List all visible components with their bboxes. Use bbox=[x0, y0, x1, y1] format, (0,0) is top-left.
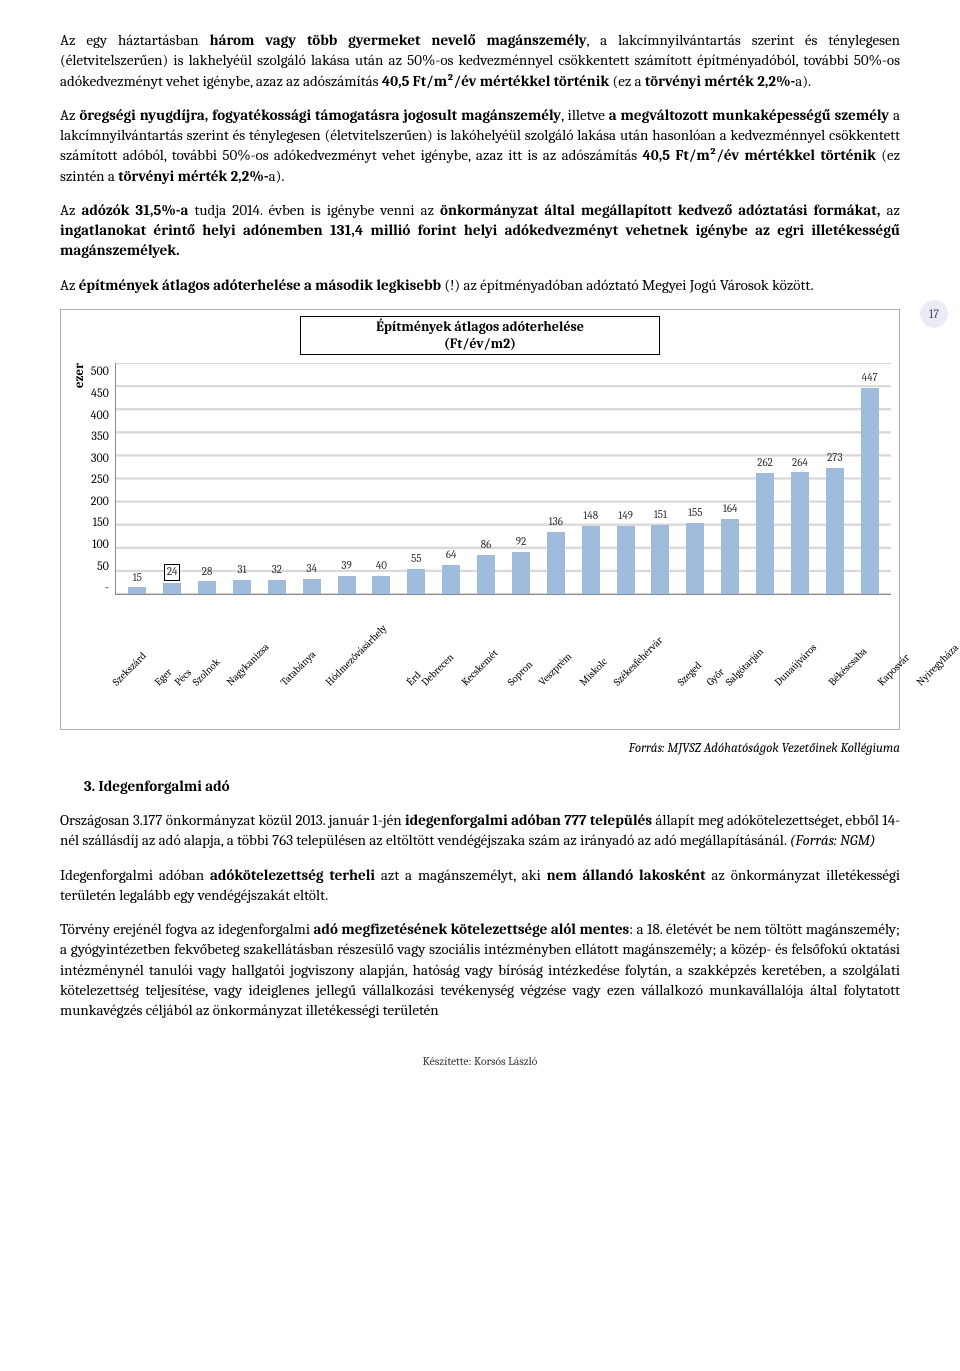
chart-bar: 28 bbox=[190, 363, 225, 594]
page-footer: Készítette: Korsós László bbox=[60, 1054, 900, 1070]
chart-bar-value: 447 bbox=[862, 371, 878, 386]
chart-bar: 164 bbox=[713, 363, 748, 594]
chart-bar-value: 34 bbox=[306, 562, 316, 577]
chart-bar-value: 40 bbox=[376, 559, 387, 574]
chart-y-tick: 50 bbox=[97, 558, 109, 574]
chart-bar-value: 39 bbox=[341, 559, 351, 574]
chart-y-tick: 450 bbox=[91, 385, 109, 401]
chart-bar: 40 bbox=[364, 363, 399, 594]
chart-y-tick: 400 bbox=[91, 407, 109, 423]
chart-bar-value: 148 bbox=[583, 509, 598, 524]
chart-bar-value: 32 bbox=[272, 563, 282, 578]
chart-bar: 148 bbox=[573, 363, 608, 594]
chart-y-axis-label: ezer bbox=[69, 363, 91, 388]
chart-bar: 86 bbox=[469, 363, 504, 594]
chart-bar: 64 bbox=[434, 363, 469, 594]
chart-bar: 39 bbox=[329, 363, 364, 594]
paragraph-1: Az egy háztartásban három vagy több gyer… bbox=[60, 30, 900, 91]
chart-bar-value: 64 bbox=[446, 548, 457, 563]
chart-bar: 34 bbox=[294, 363, 329, 594]
paragraph-4: Az építmények átlagos adóterhelése a más… bbox=[60, 275, 900, 295]
chart-bar: 24 bbox=[155, 363, 190, 594]
chart-bar-value: 155 bbox=[688, 506, 702, 521]
chart-bar-value: 151 bbox=[654, 508, 667, 523]
paragraph-3: Az adózók 31,5%-a tudja 2014. évben is i… bbox=[60, 200, 900, 261]
chart-bar: 264 bbox=[782, 363, 817, 594]
chart-bar: 151 bbox=[643, 363, 678, 594]
paragraph-2: Az öregségi nyugdíjra, fogyatékossági tá… bbox=[60, 105, 900, 186]
chart-y-axis: 500 450 400 350 300 250 200 150 100 50 - bbox=[91, 363, 115, 595]
chart-y-tick: - bbox=[105, 579, 109, 595]
chart-y-tick: 300 bbox=[91, 450, 109, 466]
chart-bar: 273 bbox=[817, 363, 852, 594]
chart-bar: 155 bbox=[678, 363, 713, 594]
chart-bar-value: 273 bbox=[827, 451, 842, 466]
paragraph-6: Idegenforgalmi adóban adókötelezettség t… bbox=[60, 865, 900, 906]
chart-bar-value: 15 bbox=[133, 571, 142, 586]
paragraph-5: Országosan 3.177 önkormányzat közül 2013… bbox=[60, 810, 900, 851]
chart-bar: 136 bbox=[538, 363, 573, 594]
chart-bar: 32 bbox=[259, 363, 294, 594]
chart-bar-value: 262 bbox=[757, 456, 773, 471]
chart-bar: 15 bbox=[120, 363, 155, 594]
paragraph-7: Törvény erejénél fogva az idegenforgalmi… bbox=[60, 919, 900, 1020]
chart-bar-value: 28 bbox=[202, 565, 213, 580]
chart-y-tick: 500 bbox=[91, 363, 109, 379]
chart-y-tick: 250 bbox=[91, 471, 109, 487]
chart-bar: 31 bbox=[224, 363, 259, 594]
bar-chart: Építmények átlagos adóterhelése (Ft/év/m… bbox=[60, 309, 900, 731]
chart-bar-value: 31 bbox=[237, 563, 246, 578]
chart-y-tick: 100 bbox=[92, 536, 109, 552]
chart-bar-value: 24 bbox=[164, 564, 181, 581]
chart-bar: 262 bbox=[748, 363, 783, 594]
chart-title: Építmények átlagos adóterhelése (Ft/év/m… bbox=[300, 316, 660, 356]
chart-bar-value: 86 bbox=[481, 538, 492, 553]
chart-bar-value: 164 bbox=[723, 502, 738, 517]
chart-bar-value: 55 bbox=[411, 552, 421, 567]
chart-bar-value: 92 bbox=[516, 535, 526, 550]
chart-plot-area: 15 24 28 31 32 34 39 40 55 64 86 92 136 148 149 151 155 1… bbox=[115, 363, 891, 595]
chart-y-tick: 200 bbox=[91, 493, 109, 509]
chart-bar: 447 bbox=[852, 363, 887, 594]
chart-bar-value: 149 bbox=[618, 509, 633, 524]
section-heading: 3. Idegenforgalmi adó bbox=[84, 776, 900, 796]
chart-bar-value: 264 bbox=[792, 456, 808, 471]
chart-y-tick: 150 bbox=[93, 514, 109, 530]
chart-y-tick: 350 bbox=[91, 428, 108, 444]
chart-bar: 55 bbox=[399, 363, 434, 594]
chart-bar: 149 bbox=[608, 363, 643, 594]
chart-bar: 92 bbox=[503, 363, 538, 594]
chart-source: Forrás: MJVSZ Adóhatóságok Vezetőinek Ko… bbox=[60, 740, 900, 758]
chart-x-axis: SzekszárdEgerPécsSzolnokNagykanizsaTatab… bbox=[117, 663, 891, 725]
chart-bar-value: 136 bbox=[549, 515, 563, 530]
page-number-badge: 17 bbox=[920, 300, 948, 328]
